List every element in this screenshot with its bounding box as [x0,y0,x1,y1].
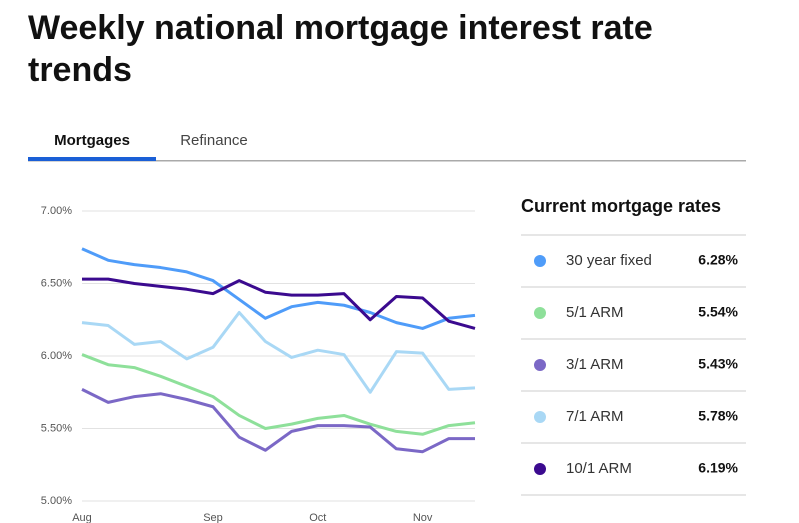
legend-dot [534,307,546,319]
tab-divider [28,160,746,162]
x-tick-label: Oct [309,512,326,523]
legend-label: 30 year fixed [566,252,652,269]
legend-dot [534,255,546,267]
y-tick-label: 6.00% [41,350,72,362]
legend-dot [534,463,546,475]
x-tick-label: Sep [203,512,223,523]
line [81,388,475,454]
legend-label: 5/1 ARM [566,304,624,321]
x-tick-label: Nov [413,512,433,523]
panel-title: Current mortgage rates [521,196,721,216]
rate-value: 6.19% [698,460,738,476]
legend-label: 10/1 ARM [566,460,632,477]
page-title: Weekly national mortgage interest rate tr… [28,9,653,89]
legend-label: 3/1 ARM [566,356,624,373]
line [82,277,476,330]
tab[interactable]: Refinance [180,132,248,149]
legend-dot [534,411,546,423]
tab[interactable]: Mortgages [54,132,130,149]
y-tick-label: 5.00% [41,495,72,507]
line [81,353,476,436]
x-tick-label: Aug [72,512,92,523]
rate-value: 6.28% [698,252,738,268]
rate-value: 5.43% [698,356,738,372]
y-tick-label: 6.50% [41,277,72,289]
rate-value: 5.54% [698,304,738,320]
tab-indicator [28,157,156,161]
line [81,311,476,394]
line [81,247,476,330]
legend-dot [534,359,546,371]
y-tick-label: 5.50% [41,422,72,434]
legend-label: 7/1 ARM [566,408,624,425]
rate-value: 5.78% [698,408,738,424]
y-tick-label: 7.00% [41,205,72,217]
